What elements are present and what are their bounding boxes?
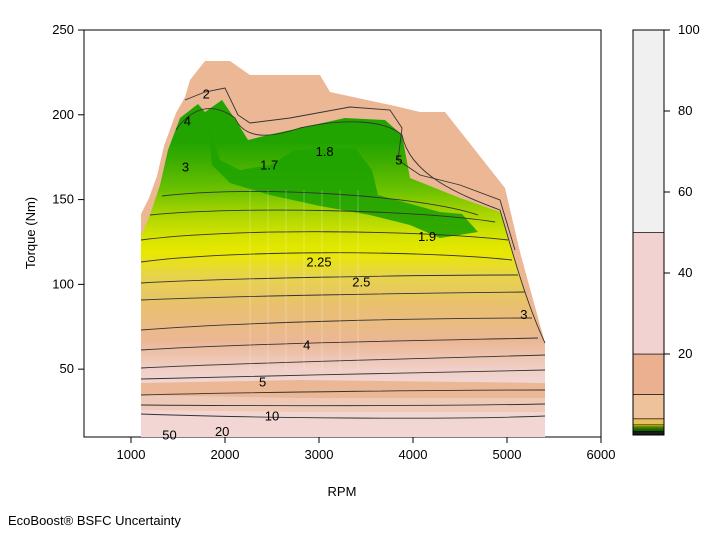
contour-label: 3 <box>520 307 527 322</box>
contour-label: 3 <box>182 159 189 174</box>
y-axis: 50 100 150 200 250 <box>52 22 84 376</box>
contour-label: 5 <box>259 375 266 390</box>
chart-caption: EcoBoost® BSFC Uncertainty <box>8 513 181 528</box>
contour-line <box>140 413 546 419</box>
contour-line <box>140 389 546 396</box>
colorbar-frame <box>632 29 665 436</box>
data-density-marks <box>249 190 359 370</box>
contour-region-core <box>207 118 478 238</box>
contour-line <box>140 252 513 263</box>
x-tick-label: 2000 <box>211 447 240 462</box>
color-scale-legend: 20 40 60 80 100 <box>632 22 700 436</box>
color-band <box>632 426 665 430</box>
colorbar-tick-label: 80 <box>678 103 692 118</box>
contour-region-main <box>141 100 545 383</box>
y-tick-label: 150 <box>52 192 74 207</box>
contour-lines <box>140 87 546 419</box>
colorbar-tick-label: 20 <box>678 346 692 361</box>
contour-line <box>140 354 546 369</box>
contour-region-lowest <box>141 410 545 437</box>
contour-label: 5 <box>395 153 402 168</box>
x-tick-label: 6000 <box>587 447 616 462</box>
contour-line <box>140 317 533 331</box>
x-axis-title: RPM <box>328 484 357 499</box>
colorbar-tick-label: 100 <box>678 22 700 37</box>
color-band <box>632 394 665 420</box>
contour-line <box>184 87 516 251</box>
contour-label: 20 <box>215 424 229 439</box>
color-band <box>632 232 665 355</box>
contour-label: 10 <box>265 409 279 424</box>
color-band <box>632 418 665 426</box>
colorbar-tick-label: 60 <box>678 184 692 199</box>
contour-label: 4 <box>184 114 191 129</box>
contour-label: 2.25 <box>306 254 331 269</box>
contour-labels: 1.7 1.8 1.9 2.25 2.5 3 3 4 4 5 5 10 20 50 2 <box>162 86 527 442</box>
x-tick-label: 4000 <box>399 447 428 462</box>
color-band <box>632 430 665 436</box>
contour-line <box>140 337 539 351</box>
contour-label: 1.7 <box>260 158 278 173</box>
x-tick-label: 3000 <box>305 447 334 462</box>
contour-label: 2 <box>203 86 210 101</box>
colorbar-tick-label: 40 <box>678 265 692 280</box>
color-band <box>632 424 665 428</box>
contour-line <box>140 231 509 241</box>
contour-line <box>140 403 546 407</box>
y-tick-label: 250 <box>52 22 74 37</box>
contour-label: 2.5 <box>352 275 370 290</box>
contour-line <box>140 369 546 380</box>
x-axis: 1000 2000 3000 4000 5000 6000 <box>117 437 616 462</box>
y-axis-title: Torque (Nm) <box>23 197 38 269</box>
x-tick-label: 5000 <box>493 447 522 462</box>
color-band <box>632 428 665 432</box>
contour-line <box>149 209 496 223</box>
y-tick-label: 200 <box>52 107 74 122</box>
contour-label: 50 <box>162 427 176 442</box>
contour-line <box>161 191 479 216</box>
contour-line <box>140 291 526 301</box>
color-band <box>632 353 665 395</box>
color-band <box>632 29 665 233</box>
contour-label: 4 <box>303 337 310 352</box>
y-tick-label: 50 <box>60 361 74 376</box>
contour-label: 1.9 <box>418 229 436 244</box>
contour-line <box>175 108 546 344</box>
contour-label: 1.8 <box>316 144 334 159</box>
contour-line <box>140 274 519 284</box>
x-tick-label: 1000 <box>117 447 146 462</box>
y-tick-label: 100 <box>52 276 74 291</box>
